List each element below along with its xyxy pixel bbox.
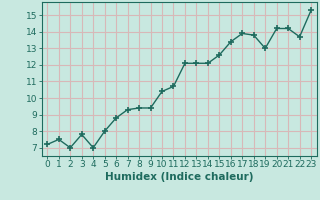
X-axis label: Humidex (Indice chaleur): Humidex (Indice chaleur) bbox=[105, 172, 253, 182]
